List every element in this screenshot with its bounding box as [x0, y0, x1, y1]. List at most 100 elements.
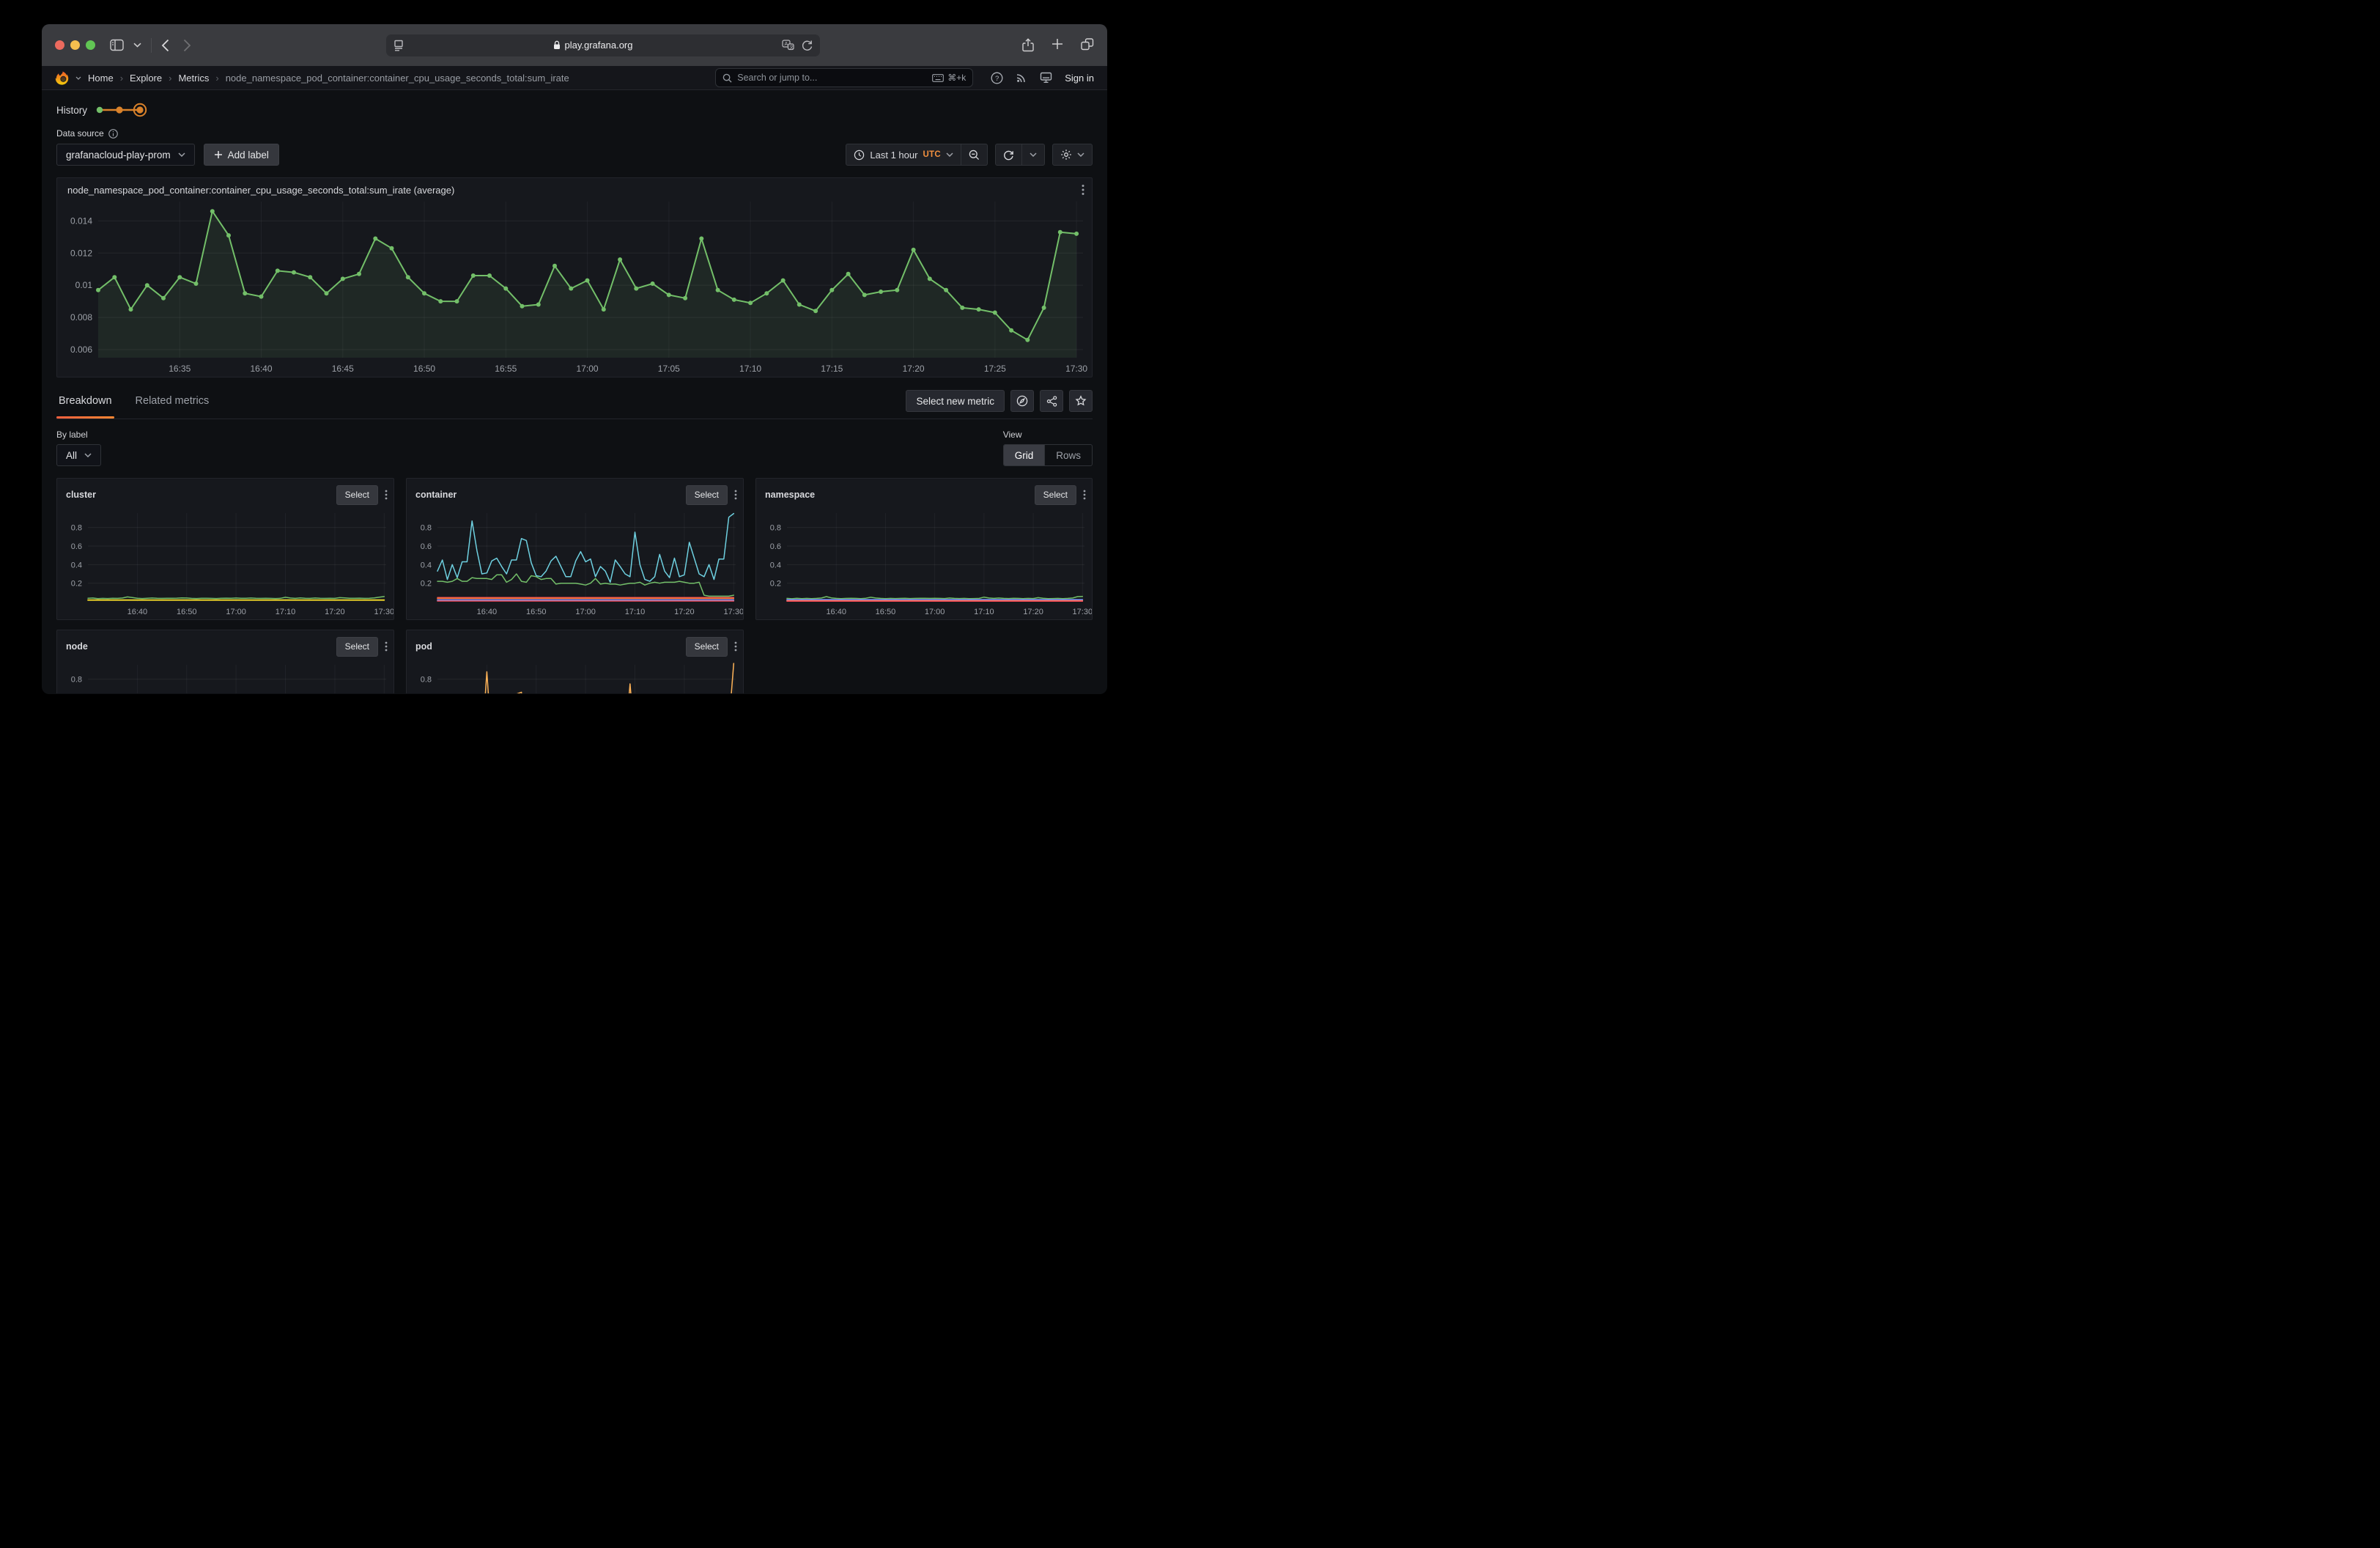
chevron-down-icon — [84, 453, 92, 457]
breadcrumb-current-metric: node_namespace_pod_container:container_c… — [226, 73, 569, 84]
select-button[interactable]: Select — [336, 485, 378, 505]
tab-breakdown[interactable]: Breakdown — [56, 383, 114, 419]
svg-text:0.4: 0.4 — [71, 561, 82, 570]
panel-menu-icon[interactable] — [1083, 490, 1086, 500]
reload-icon[interactable] — [802, 40, 813, 51]
browser-toolbar: play.grafana.org A 文 — [42, 24, 1107, 66]
compass-icon — [1016, 395, 1028, 407]
panel-title: pod — [415, 641, 432, 652]
svg-text:0.2: 0.2 — [421, 580, 432, 589]
chevron-down-icon — [1030, 152, 1037, 157]
view-option-grid[interactable]: Grid — [1004, 445, 1045, 465]
share-alt-icon — [1046, 396, 1057, 407]
svg-text:0.6: 0.6 — [71, 542, 82, 551]
search-input[interactable]: Search or jump to... ⌘+k — [715, 68, 973, 87]
grafana-logo[interactable] — [55, 70, 70, 86]
select-button[interactable]: Select — [686, 485, 728, 505]
view-label: View — [1003, 430, 1093, 440]
address-bar[interactable]: play.grafana.org A 文 — [386, 34, 820, 56]
back-button-icon[interactable] — [161, 39, 169, 52]
tab-bar: Breakdown Related metrics Select new met… — [56, 383, 1093, 419]
svg-text:0.008: 0.008 — [70, 312, 92, 322]
breadcrumb-explore[interactable]: Explore — [130, 73, 162, 84]
svg-text:0.8: 0.8 — [421, 524, 432, 533]
news-rss-icon[interactable] — [1016, 72, 1027, 84]
panel-title: cluster — [66, 490, 96, 500]
svg-text:0.006: 0.006 — [70, 344, 92, 355]
minimize-window-button[interactable] — [70, 40, 80, 50]
select-button[interactable]: Select — [686, 637, 728, 657]
timezone-badge: UTC — [923, 150, 941, 159]
svg-text:0.8: 0.8 — [71, 676, 82, 685]
svg-text:0.2: 0.2 — [71, 580, 82, 589]
svg-text:0.01: 0.01 — [75, 280, 93, 290]
svg-text:17:30: 17:30 — [374, 608, 393, 616]
by-label-label: By label — [56, 430, 101, 440]
translate-icon[interactable]: A 文 — [782, 40, 794, 51]
page-format-icon[interactable] — [393, 40, 404, 51]
zoom-window-button[interactable] — [86, 40, 95, 50]
new-tab-icon[interactable] — [1052, 38, 1063, 52]
screen-monitor-icon[interactable] — [1040, 72, 1052, 84]
container-chart[interactable]: 16:4016:5017:0017:1017:2017:300.20.40.60… — [407, 506, 743, 619]
data-source-select[interactable]: grafanacloud-play-prom — [56, 144, 195, 166]
panel-menu-icon[interactable] — [385, 490, 388, 500]
select-new-metric-button[interactable]: Select new metric — [906, 390, 1005, 412]
pod-chart[interactable]: 16:4016:5017:0017:1017:2017:300.20.40.60… — [407, 657, 743, 693]
forward-button-icon[interactable] — [183, 39, 191, 52]
keyboard-icon — [932, 74, 944, 82]
bookmark-star-button[interactable] — [1069, 390, 1093, 412]
add-label-button[interactable]: Add label — [204, 144, 279, 166]
explore-compass-button[interactable] — [1010, 390, 1034, 412]
select-button[interactable]: Select — [336, 637, 378, 657]
svg-text:0.8: 0.8 — [770, 524, 781, 533]
by-label-select[interactable]: All — [56, 444, 101, 466]
svg-text:16:40: 16:40 — [477, 608, 498, 616]
panel-menu-icon[interactable] — [734, 490, 737, 500]
clock-icon — [854, 150, 865, 161]
sidebar-toggle-icon[interactable] — [110, 39, 124, 51]
desktop: { "browser": { "url": "play.grafana.org"… — [0, 0, 1149, 748]
panel-menu-icon[interactable] — [734, 641, 737, 652]
help-icon[interactable]: ? — [991, 72, 1003, 84]
main-time-series-chart[interactable]: 16:3516:4016:4516:5016:5517:0017:0517:10… — [57, 196, 1092, 377]
svg-text:16:40: 16:40 — [128, 608, 148, 616]
refresh-button[interactable] — [995, 144, 1022, 166]
zoom-out-time-button[interactable] — [961, 144, 988, 166]
breadcrumb-metrics[interactable]: Metrics — [178, 73, 209, 84]
refresh-interval-dropdown[interactable] — [1022, 144, 1045, 166]
breadcrumb-home[interactable]: Home — [88, 73, 114, 84]
panel-menu-icon[interactable] — [385, 641, 388, 652]
svg-text:0.6: 0.6 — [770, 542, 781, 551]
history-label: History — [56, 105, 87, 116]
cluster-chart[interactable]: 16:4016:5017:0017:1017:2017:300.20.40.60… — [57, 506, 393, 619]
org-switcher-chevron-icon[interactable] — [75, 76, 81, 80]
svg-text:17:20: 17:20 — [674, 608, 695, 616]
sign-in-link[interactable]: Sign in — [1065, 73, 1094, 84]
svg-text:16:40: 16:40 — [251, 364, 273, 374]
tab-related-metrics[interactable]: Related metrics — [133, 383, 212, 419]
panel-cluster: cluster Select 16:4016:5017:0017:1017:20… — [56, 478, 394, 620]
sidebar-menu-chevron-icon[interactable] — [133, 43, 141, 48]
svg-text:16:50: 16:50 — [526, 608, 547, 616]
tab-overview-icon[interactable] — [1081, 38, 1094, 52]
select-button[interactable]: Select — [1035, 485, 1076, 505]
browser-window: play.grafana.org A 文 — [42, 24, 1107, 694]
svg-text:16:50: 16:50 — [177, 608, 197, 616]
info-icon[interactable] — [108, 129, 118, 139]
view-option-rows[interactable]: Rows — [1044, 445, 1092, 465]
close-window-button[interactable] — [55, 40, 64, 50]
share-panel-button[interactable] — [1040, 390, 1063, 412]
namespace-chart[interactable]: 16:4016:5017:0017:1017:2017:300.20.40.60… — [756, 506, 1092, 619]
panel-menu-icon[interactable] — [1082, 184, 1084, 196]
svg-text:17:00: 17:00 — [925, 608, 945, 616]
svg-text:0.012: 0.012 — [70, 248, 92, 258]
time-range-picker[interactable]: Last 1 hour UTC — [846, 144, 961, 166]
share-icon[interactable] — [1022, 38, 1034, 52]
gear-icon — [1060, 149, 1072, 161]
svg-text:17:30: 17:30 — [1065, 364, 1087, 374]
history-steps[interactable] — [95, 103, 152, 117]
svg-text:文: 文 — [789, 44, 794, 50]
node-chart[interactable]: 16:4016:5017:0017:1017:2017:300.20.40.60… — [57, 657, 393, 693]
settings-button[interactable] — [1052, 144, 1093, 166]
